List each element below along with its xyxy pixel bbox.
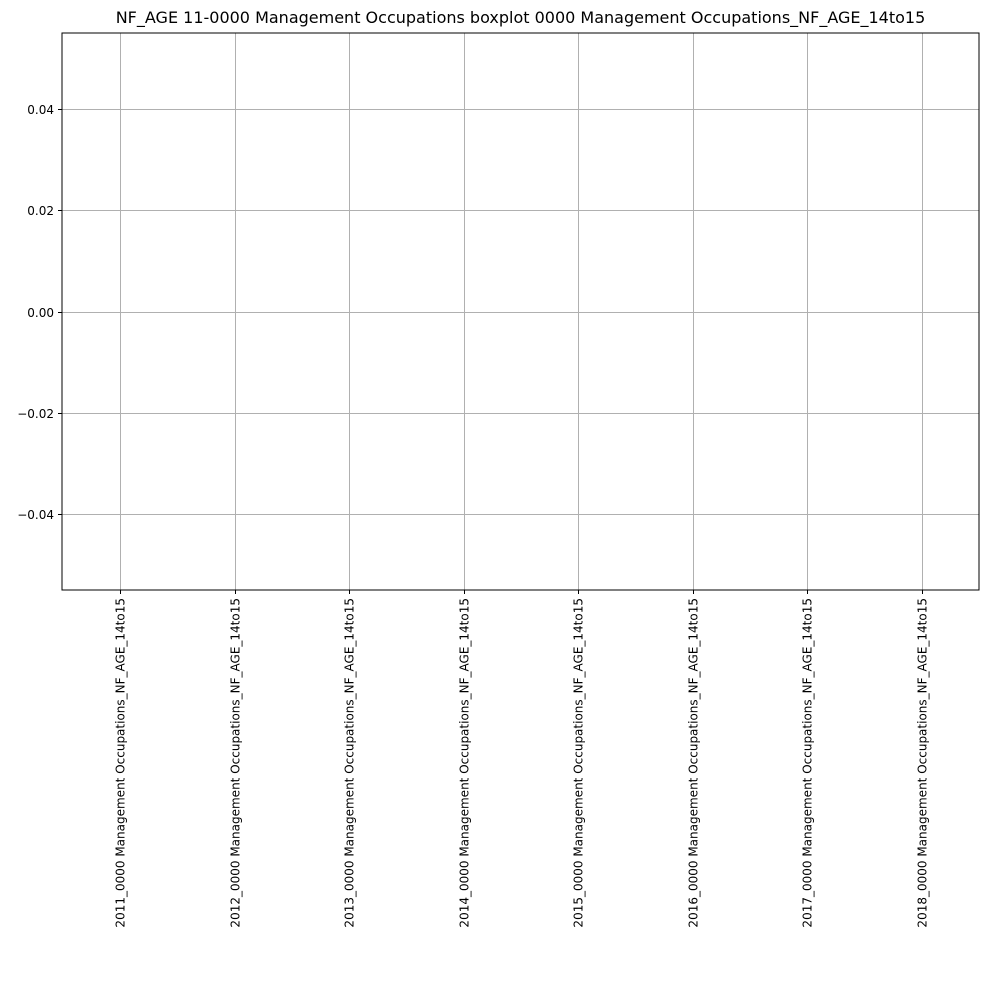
y-tick-label: −0.04	[17, 508, 54, 522]
y-axis-ticks: −0.04 −0.02 0.00 0.02 0.04	[17, 103, 62, 522]
chart-title: NF_AGE 11-0000 Management Occupations bo…	[116, 8, 926, 28]
x-tick-label: 2011_0000 Management Occupations_NF_AGE_…	[114, 598, 128, 928]
x-tick-label: 2014_0000 Management Occupations_NF_AGE_…	[458, 598, 472, 928]
x-tick-label: 2017_0000 Management Occupations_NF_AGE_…	[801, 598, 815, 928]
grid-lines	[62, 33, 979, 590]
y-tick-label: 0.00	[27, 306, 54, 320]
x-tick-label: 2012_0000 Management Occupations_NF_AGE_…	[229, 598, 243, 928]
plot-area-frame	[61, 32, 980, 591]
x-tick-label: 2013_0000 Management Occupations_NF_AGE_…	[343, 598, 357, 928]
y-tick-label: 0.02	[27, 204, 54, 218]
x-tick-label: 2016_0000 Management Occupations_NF_AGE_…	[687, 598, 701, 928]
x-axis-ticks: 2011_0000 Management Occupations_NF_AGE_…	[114, 590, 930, 928]
x-tick-label: 2018_0000 Management Occupations_NF_AGE_…	[916, 598, 930, 928]
y-tick-label: 0.04	[27, 103, 54, 117]
y-tick-label: −0.02	[17, 407, 54, 421]
x-tick-label: 2015_0000 Management Occupations_NF_AGE_…	[572, 598, 586, 928]
